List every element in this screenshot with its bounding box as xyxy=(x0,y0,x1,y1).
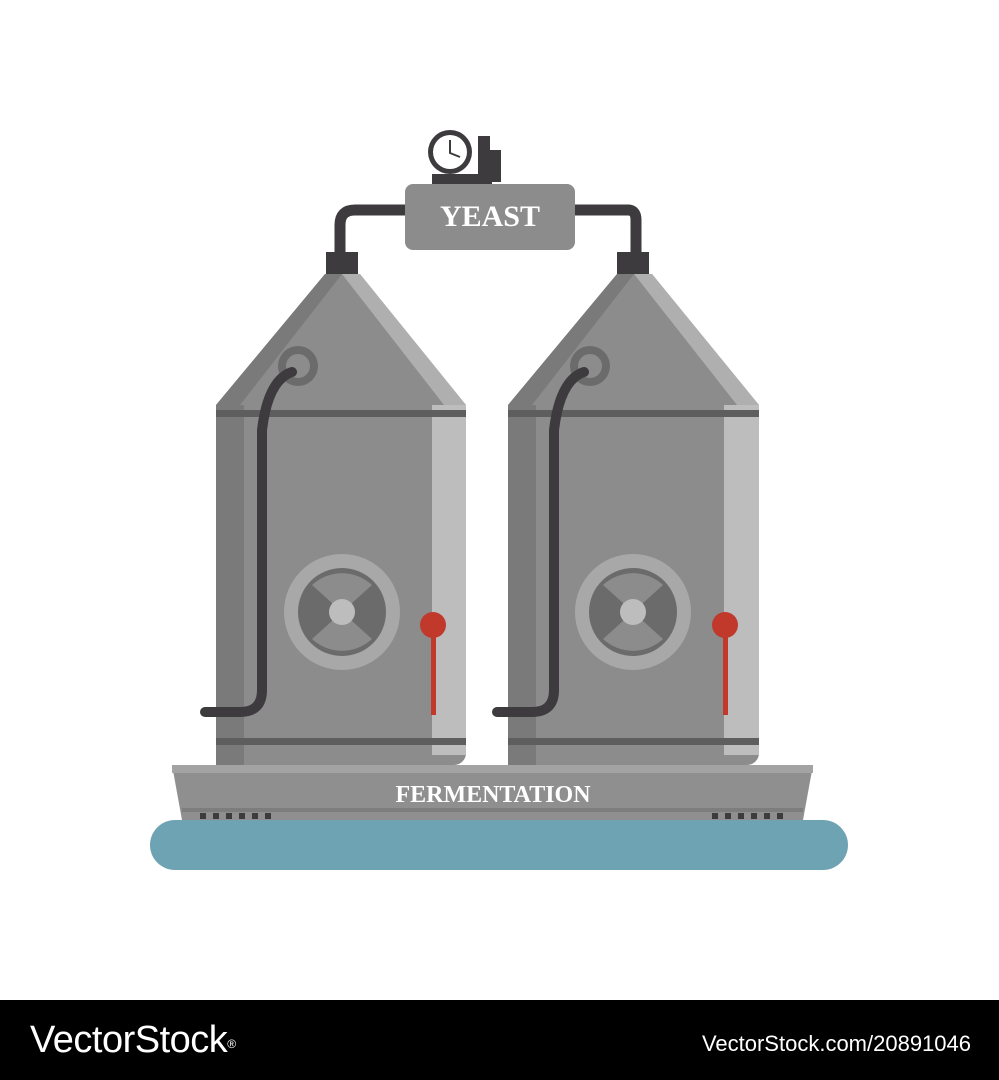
thermometer-icon xyxy=(712,612,738,715)
stock-id: VectorStock.com/20891046 xyxy=(701,1031,971,1056)
fan-icon xyxy=(284,554,400,670)
yeast-box xyxy=(405,184,575,250)
pressure-gauge-icon xyxy=(428,130,501,184)
yeast-label: YEAST xyxy=(440,200,540,233)
pipes xyxy=(334,204,642,262)
watermark-footer: VectorStock® VectorStock.com/20891046 xyxy=(0,1000,999,1080)
brand-logo: VectorStock® xyxy=(30,1016,236,1064)
illustration-canvas: FERMENTATION YEAST xyxy=(150,130,848,870)
water-base xyxy=(150,820,848,870)
thermometer-icon xyxy=(420,612,446,715)
platform xyxy=(172,765,813,820)
fan-icon xyxy=(575,554,691,670)
brand-name: VectorStock xyxy=(30,1019,228,1061)
fermentation-tank-icon xyxy=(492,274,759,765)
fermentation-tank-icon xyxy=(200,274,466,765)
fermentation-illustration: FERMENTATION YEAST xyxy=(150,130,848,870)
base-label: FERMENTATION xyxy=(395,782,591,808)
registered-mark: ® xyxy=(227,1037,236,1051)
